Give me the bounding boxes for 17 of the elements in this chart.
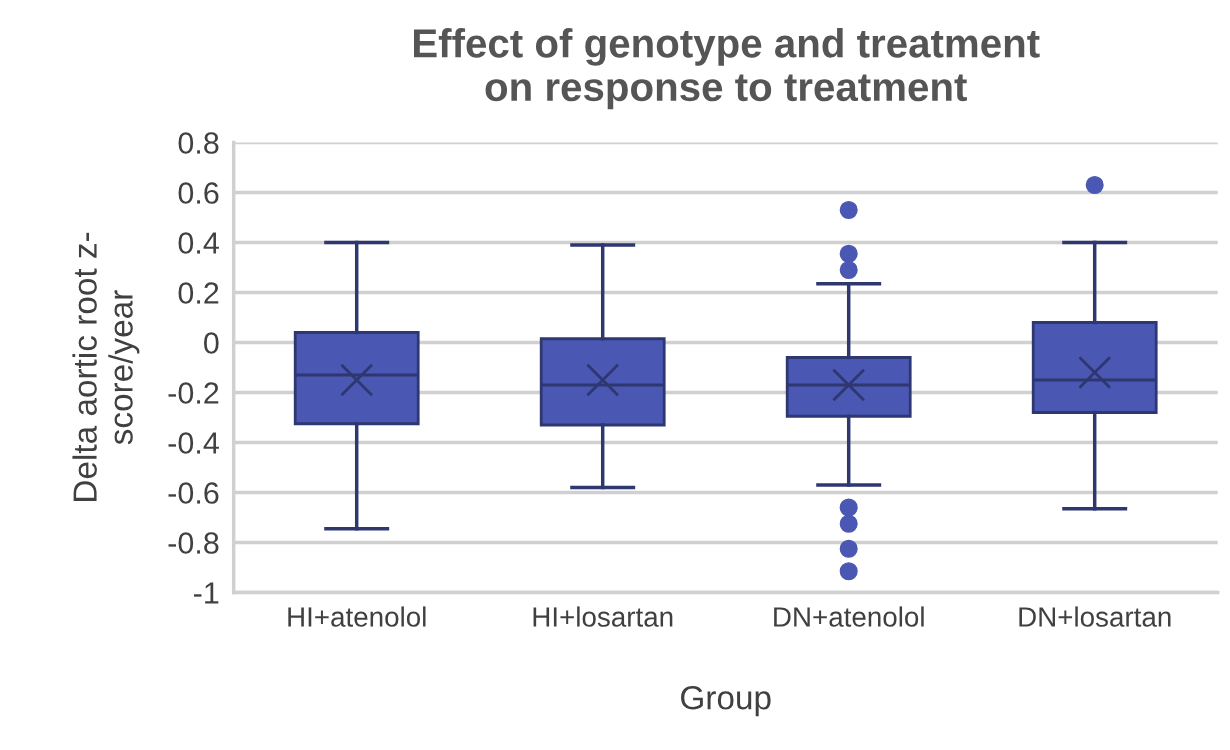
y-tick-label: -0.6 — [168, 482, 219, 504]
y-tick-label: 0.4 — [178, 232, 219, 254]
y-axis-title: Delta aortic root z- score/year — [72, 232, 140, 501]
y-tick-label: -0.2 — [168, 382, 219, 404]
y-tick-label: -1 — [194, 582, 219, 604]
chart-title: Effect of genotype and treatment on response to treatment — [413, 28, 1040, 110]
y-tick-label: 0.2 — [178, 282, 219, 304]
x-axis-title: Group — [681, 685, 771, 717]
x-tick-label: DN+losartan — [1019, 606, 1171, 627]
x-tick-label: DN+atenolol — [774, 606, 924, 627]
y-tick-label: 0 — [204, 332, 219, 354]
y-tick-label: -0.4 — [168, 432, 219, 454]
y-tick-label: -0.8 — [168, 532, 219, 554]
x-tick-label: HI+atenolol — [288, 606, 426, 627]
y-tick-label: 0.8 — [178, 132, 219, 154]
x-tick-label: HI+losartan — [533, 606, 673, 627]
y-tick-label: 0.6 — [178, 182, 219, 204]
